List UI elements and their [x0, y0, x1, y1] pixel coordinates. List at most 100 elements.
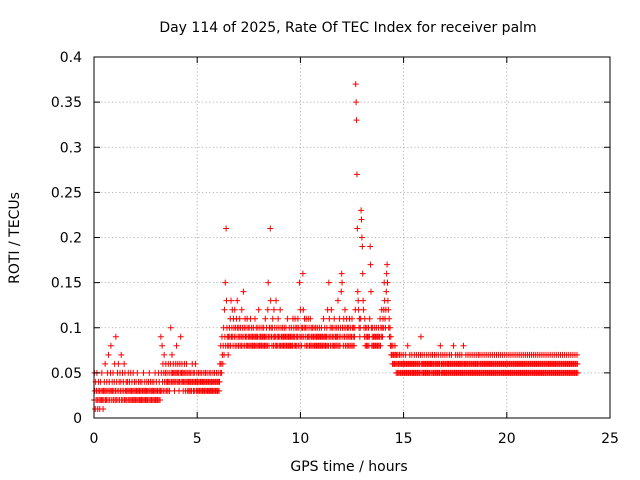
data-point [177, 333, 184, 340]
data-point [277, 306, 284, 313]
x-tick-label: 25 [601, 431, 619, 447]
data-point [404, 342, 411, 349]
data-point [360, 297, 367, 304]
data-point [334, 297, 341, 304]
data-point [173, 342, 180, 349]
data-point [262, 315, 269, 322]
x-tick-label: 5 [193, 431, 202, 447]
data-point [417, 333, 424, 340]
data-point [183, 360, 190, 367]
data-point [221, 306, 228, 313]
data-point [367, 243, 374, 250]
data-point [359, 270, 366, 277]
x-tick-label: 15 [395, 431, 413, 447]
data-point [358, 216, 365, 223]
x-tick-labels: 0 5 10 15 20 25 [90, 431, 619, 447]
data-point [354, 225, 361, 232]
x-axis-label: GPS time / hours [290, 459, 407, 475]
data-point [386, 324, 393, 331]
x-tick-label: 20 [498, 431, 516, 447]
y-tick-label: 0.25 [51, 185, 82, 201]
axis-ticks [93, 56, 611, 419]
data-point [234, 297, 241, 304]
data-point [264, 306, 271, 313]
data-point [140, 369, 147, 376]
data-point [384, 297, 391, 304]
data-point [231, 306, 238, 313]
data-point [222, 279, 229, 286]
data-point [299, 270, 306, 277]
data-point [107, 342, 114, 349]
data-point [102, 360, 109, 367]
data-point [273, 297, 280, 304]
data-point [450, 342, 457, 349]
data-point [349, 315, 355, 322]
data-point [377, 342, 384, 349]
data-point [167, 324, 174, 331]
data-point [275, 315, 282, 322]
data-point [359, 243, 366, 250]
data-point [384, 261, 391, 268]
y-tick-label: 0.4 [60, 50, 82, 66]
y-tick-label: 0.3 [60, 140, 82, 156]
data-point [223, 225, 230, 232]
data-point [218, 369, 225, 376]
data-point [236, 315, 243, 322]
data-point [338, 288, 345, 295]
data-point [328, 306, 335, 313]
data-point [159, 342, 166, 349]
grid-lines [94, 57, 610, 418]
data-point [379, 333, 386, 340]
data-point [267, 225, 274, 232]
data-point [265, 279, 272, 286]
data-point [307, 315, 314, 322]
data-point [300, 306, 307, 313]
data-point [121, 360, 128, 367]
y-tick-label: 0 [73, 411, 82, 427]
x-tick-label: 10 [291, 431, 309, 447]
data-point [225, 351, 232, 358]
y-tick-label: 0.15 [51, 276, 82, 292]
data-point [157, 396, 164, 403]
y-tick-label: 0.35 [51, 95, 82, 111]
data-point [118, 351, 125, 358]
data-point [100, 405, 107, 412]
data-point [358, 234, 365, 241]
data-point [296, 279, 303, 286]
data-point [331, 315, 338, 322]
data-point [366, 315, 373, 322]
data-point [238, 306, 245, 313]
data-point [383, 270, 390, 277]
data-point [157, 333, 164, 340]
data-point [367, 288, 374, 295]
data-point [115, 360, 122, 367]
data-point [353, 171, 360, 178]
data-point [219, 360, 226, 367]
data-point [251, 315, 258, 322]
data-point [574, 369, 581, 376]
y-axis-label: ROTI / TECUs [7, 192, 23, 284]
data-point [216, 387, 223, 394]
data-point [574, 360, 581, 367]
data-point [240, 288, 247, 295]
data-point [384, 279, 391, 286]
data-point [360, 306, 367, 313]
data-point [353, 99, 360, 106]
chart-title: Day 114 of 2025, Rate Of TEC Index for r… [159, 20, 536, 36]
data-point [354, 288, 361, 295]
data-point [255, 306, 262, 313]
x-tick-label: 0 [90, 431, 99, 447]
y-tick-labels: 0 0.05 0.1 0.15 0.2 0.25 0.3 0.35 0.4 [51, 50, 82, 427]
data-point [387, 333, 394, 340]
data-point [270, 306, 277, 313]
data-point [169, 351, 176, 358]
data-point [294, 315, 301, 322]
data-point [437, 342, 444, 349]
y-tick-label: 0.1 [60, 321, 82, 337]
data-point [267, 297, 274, 304]
data-point [134, 369, 141, 376]
data-point [391, 342, 398, 349]
data-points [91, 81, 581, 412]
